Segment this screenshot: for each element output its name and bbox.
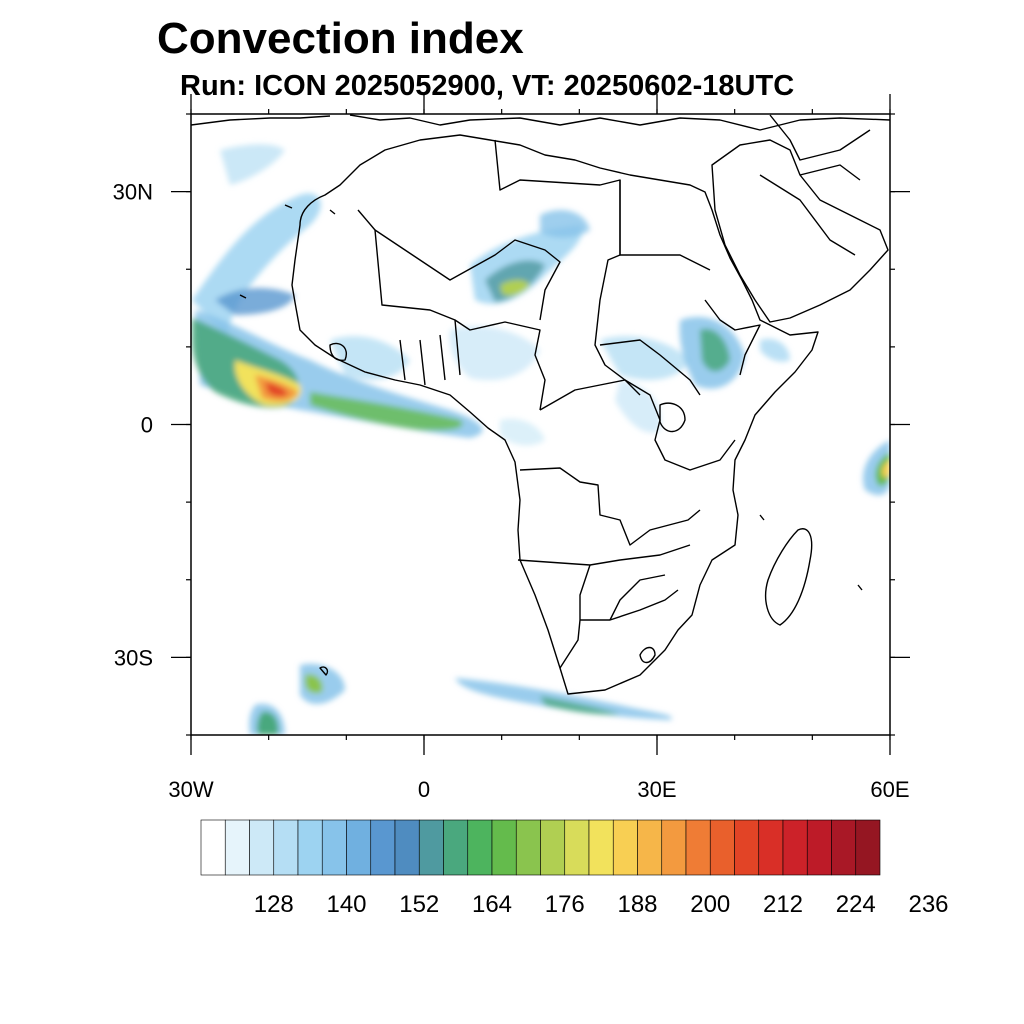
colorbar-swatch [394,819,420,876]
colorbar-swatch [709,819,735,876]
colorbar-label: 152 [399,891,439,918]
chart-title: Convection index [157,14,524,63]
colorbar-swatch [321,819,347,876]
colorbar-swatch [249,819,275,876]
colorbar-swatch [685,819,711,876]
colorbar-swatch [224,819,250,876]
colorbar-label: 176 [545,891,585,918]
colorbar-swatch [491,819,517,876]
lon-tick-label: 60E [870,777,909,802]
colorbar-swatch [467,819,493,876]
colorbar: 128 140 152 164 176 188 200 212 224 236 [200,819,949,918]
colorbar-swatch [443,819,469,876]
colorbar-label: 188 [617,891,657,918]
colorbar-swatch [831,819,857,876]
colorbar-swatch [612,819,638,876]
colorbar-swatch [758,819,784,876]
colorbar-swatch [734,819,760,876]
colorbar-label: 128 [254,891,294,918]
colorbar-label: 200 [690,891,730,918]
colorbar-label: 140 [326,891,366,918]
colorbar-label: 212 [763,891,803,918]
colorbar-swatch [297,819,323,876]
colorbar-swatch [200,819,226,876]
colorbar-swatch [564,819,590,876]
colorbar-swatch [273,819,299,876]
colorbar-label: 224 [836,891,876,918]
coastlines-and-borders [191,114,890,695]
colorbar-swatch [588,819,614,876]
colorbar-swatch [418,819,444,876]
lon-tick-label: 0 [418,777,430,802]
lon-tick-label: 30W [168,777,213,802]
lat-tick-label: 0 [141,413,153,438]
colorbar-swatch [540,819,566,876]
colorbar-swatch [346,819,372,876]
colorbar-swatch [782,819,808,876]
lon-tick-label: 30E [637,777,676,802]
convection-field [192,144,890,735]
colorbar-label: 164 [472,891,512,918]
colorbar-swatch [637,819,663,876]
colorbar-swatch [515,819,541,876]
chart-subtitle: Run: ICON 2025052900, VT: 20250602-18UTC [180,70,795,102]
colorbar-swatch [806,819,832,876]
colorbar-label: 236 [908,891,948,918]
colorbar-swatch [370,819,396,876]
colorbar-swatch [855,819,881,876]
colorbar-swatch [661,819,687,876]
lat-tick-label: 30S [114,645,153,670]
axis-ticks: 30N 0 30S 30W 0 30E 60E [113,94,910,802]
lat-tick-label: 30N [113,180,153,205]
